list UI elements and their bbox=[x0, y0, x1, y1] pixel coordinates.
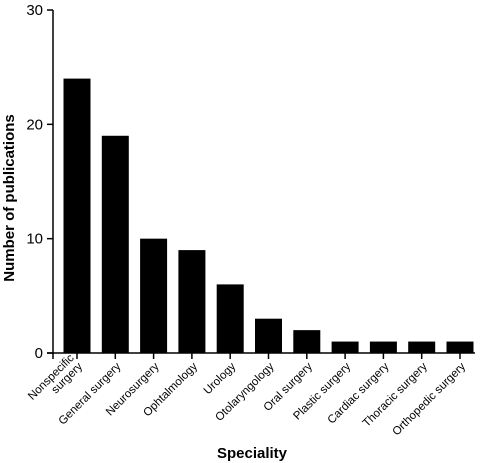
bar bbox=[178, 250, 206, 353]
bar bbox=[446, 341, 474, 353]
bar bbox=[216, 284, 244, 353]
bar bbox=[140, 238, 168, 353]
bar bbox=[63, 78, 91, 353]
y-tick-label: 0 bbox=[35, 345, 43, 362]
x-tick-label-line: Orthopedic surgery bbox=[390, 360, 468, 438]
bar bbox=[408, 341, 436, 353]
y-tick-label: 30 bbox=[26, 2, 43, 19]
x-tick-label-line: Urology bbox=[202, 360, 239, 397]
x-axis bbox=[47, 352, 475, 359]
x-axis-title: Speciality bbox=[217, 445, 288, 462]
bar bbox=[331, 341, 359, 353]
x-tick-label: Thoracic surgery bbox=[361, 360, 430, 429]
bar bbox=[101, 135, 129, 353]
y-axis-title: Number of publications bbox=[1, 114, 18, 282]
bar bbox=[255, 318, 282, 353]
x-tick-label: Orthopedic surgery bbox=[390, 360, 468, 438]
x-tick-label-line: Thoracic surgery bbox=[361, 360, 430, 429]
x-tick-label: Urology bbox=[202, 360, 239, 397]
y-tick-label: 10 bbox=[26, 231, 43, 248]
y-axis: 0 10 20 30 bbox=[26, 2, 54, 362]
bar bbox=[369, 341, 397, 353]
y-tick-label: 20 bbox=[26, 116, 43, 133]
bar bbox=[293, 330, 321, 353]
bars bbox=[63, 78, 474, 353]
